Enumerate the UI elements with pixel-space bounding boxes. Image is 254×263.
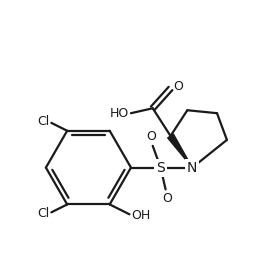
Text: S: S <box>156 161 164 175</box>
Text: O: O <box>145 130 155 143</box>
Text: HO: HO <box>109 107 129 120</box>
Text: N: N <box>186 161 197 175</box>
Text: O: O <box>162 192 172 205</box>
Text: O: O <box>173 80 183 93</box>
Text: Cl: Cl <box>37 207 49 220</box>
Text: Cl: Cl <box>37 115 49 128</box>
Polygon shape <box>167 134 192 168</box>
Text: OH: OH <box>131 209 150 222</box>
